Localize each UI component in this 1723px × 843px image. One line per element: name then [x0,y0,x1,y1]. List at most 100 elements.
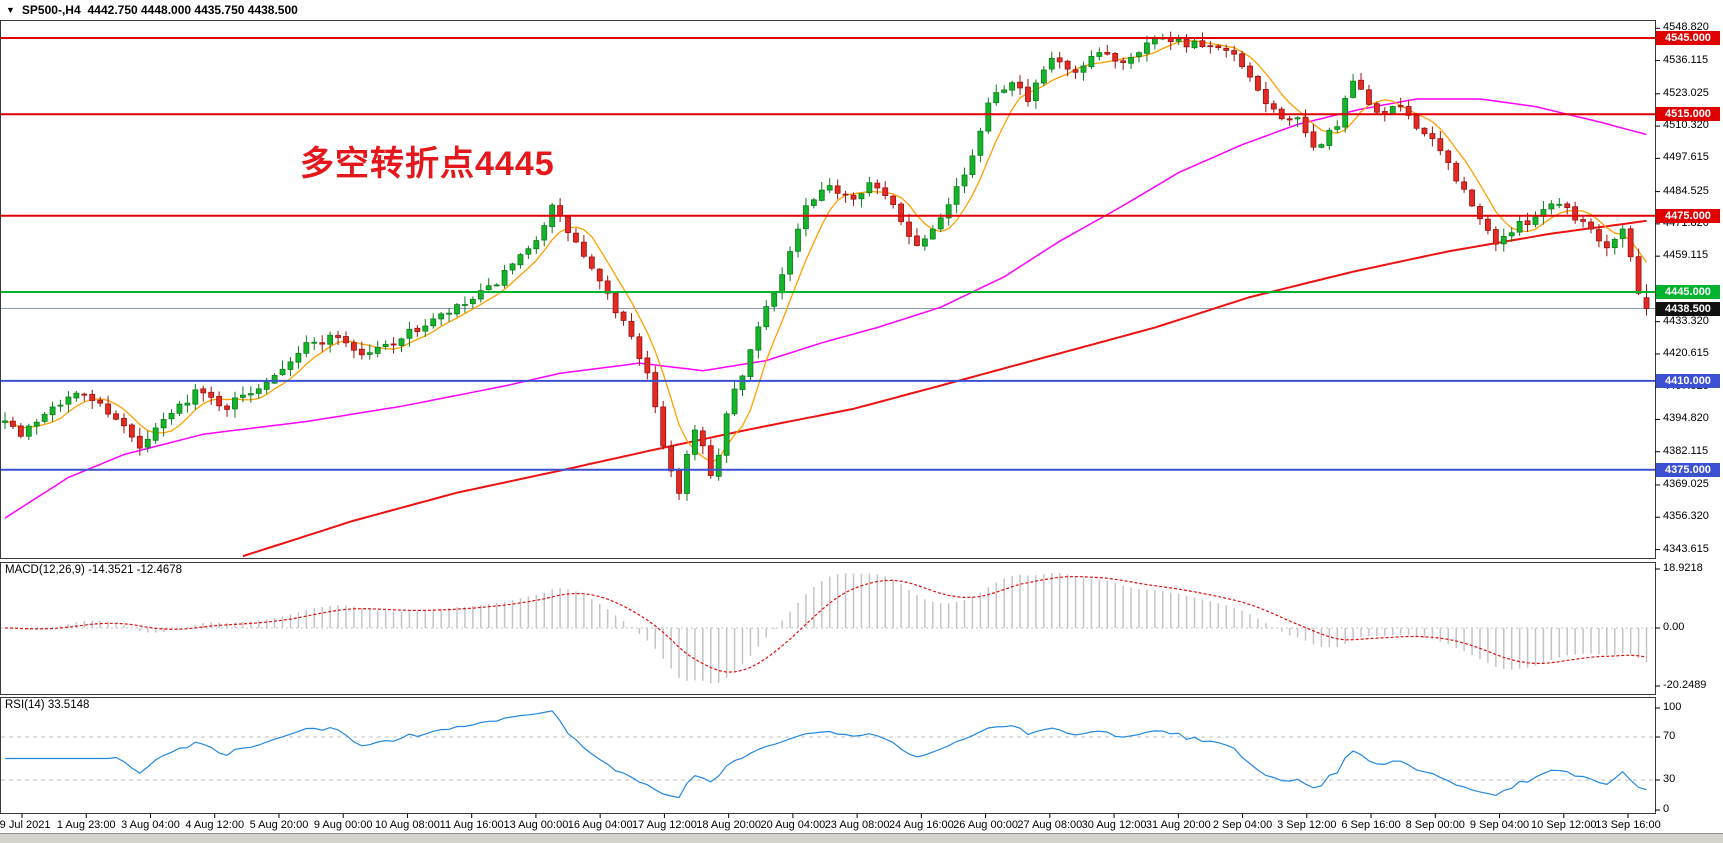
date-axis[interactable]: 29 Jul 2021 1 Aug 23:00 3 Aug 04:00 4 Aug 1… [0,817,1723,833]
candle-body [255,388,262,394]
candle-body [1492,229,1499,245]
candle-body [676,470,682,494]
price-tick-label: 4343.615 [1663,542,1709,555]
candle-body [1580,219,1586,222]
candle-body [358,348,365,356]
candle-body [430,318,437,327]
candle-body [57,404,64,407]
ma-slow-line [242,219,1647,558]
candle-body [454,304,460,315]
candle-body [557,205,563,217]
candle-body [803,205,809,230]
candle-body [937,217,944,230]
candle-body [136,435,143,449]
candle-body [945,204,952,219]
symbol-dropdown-icon[interactable]: ▼ [6,5,15,15]
candle-body [1048,57,1055,70]
candle-body [1199,40,1206,47]
candle-body [818,189,825,201]
candle-body [1128,57,1134,64]
price-tick-label: 4523.025 [1663,86,1709,99]
candle-body [1485,218,1491,231]
candle-body [1548,203,1555,210]
candle-body [874,182,881,189]
candle-body [660,406,667,447]
candle-body [953,186,960,205]
date-label: 3 Sep 12:00 [1277,819,1337,831]
price-tick-label: 4382.115 [1663,444,1709,457]
candle-body [628,320,635,337]
candle-body [636,336,643,360]
date-label: 5 Aug 20:00 [249,819,309,831]
candle-body [1373,103,1380,113]
candle-body [160,419,167,429]
date-label: 31 Aug 20:00 [1145,819,1211,831]
candle-body [121,418,127,427]
candle-body [1302,116,1309,134]
candle-body [1191,40,1198,49]
candle-body [105,403,111,415]
candle-body [97,399,104,404]
candle-body [541,225,548,241]
candle-body [882,187,889,196]
candle-body [1453,162,1460,182]
candle-body [1207,45,1214,48]
date-label: 29 Jul 2021 [0,819,51,831]
candle-body [921,238,928,247]
candle-body [692,429,698,455]
candle-body [239,394,246,398]
candle-body [906,221,912,237]
candle-body [1429,133,1436,139]
candle-body [1397,105,1404,108]
macd-tick-label: 0.00 [1663,621,1685,633]
candle-body [1619,228,1626,240]
candle-body [398,338,405,346]
candle-body [192,389,199,405]
candle-body [493,284,500,287]
date-label: 30 Aug 12:00 [1081,819,1147,831]
candle-body [1405,106,1412,116]
candle-body [208,391,215,398]
candle-body [335,335,341,338]
date-label: 27 Aug 08:00 [1017,819,1083,831]
candle-body [707,445,714,476]
candle-body [1088,55,1095,68]
current-price-badge: 4438.500 [1656,301,1720,316]
candle-body [1627,228,1634,258]
candle-body [184,402,191,406]
candle-body [1389,106,1396,115]
ohlc-readout: 4442.750 4448.000 4435.750 4438.500 [87,3,298,17]
candle-body [588,256,595,269]
date-label: 13 Sep 16:00 [1595,819,1661,831]
candle-body [1247,65,1253,78]
candle-body [247,393,254,396]
candle-body [49,406,56,416]
candle-body [929,228,936,240]
candle-body [438,313,445,320]
candle-body [620,311,627,321]
candle-body [1342,97,1349,128]
price-tick-label: 4459.115 [1663,249,1709,262]
candle-body [343,336,349,344]
candle-body [969,155,976,175]
candle-body [1588,221,1594,230]
symbol-timeframe-label: SP500-,H4 [21,3,81,17]
candle-body [533,240,540,250]
date-label: 20 Aug 04:00 [760,819,826,831]
candle-body [731,388,738,415]
candle-body [715,454,722,477]
price-tick-label: 4548.820 [1663,21,1709,34]
candle-body [168,412,175,420]
rsi-tick-label: 100 [1663,701,1682,713]
candle-body [1477,206,1483,220]
candle-body [1532,215,1539,225]
level-badge-4445.000: 4445.000 [1656,285,1720,299]
candle-body [509,263,516,271]
candle-body [1516,221,1523,233]
candle-body [1413,114,1420,129]
candle-body [1596,229,1602,242]
candle-body [525,248,532,255]
candle-body [279,368,286,376]
price-tick-label: 4510.320 [1663,119,1709,132]
